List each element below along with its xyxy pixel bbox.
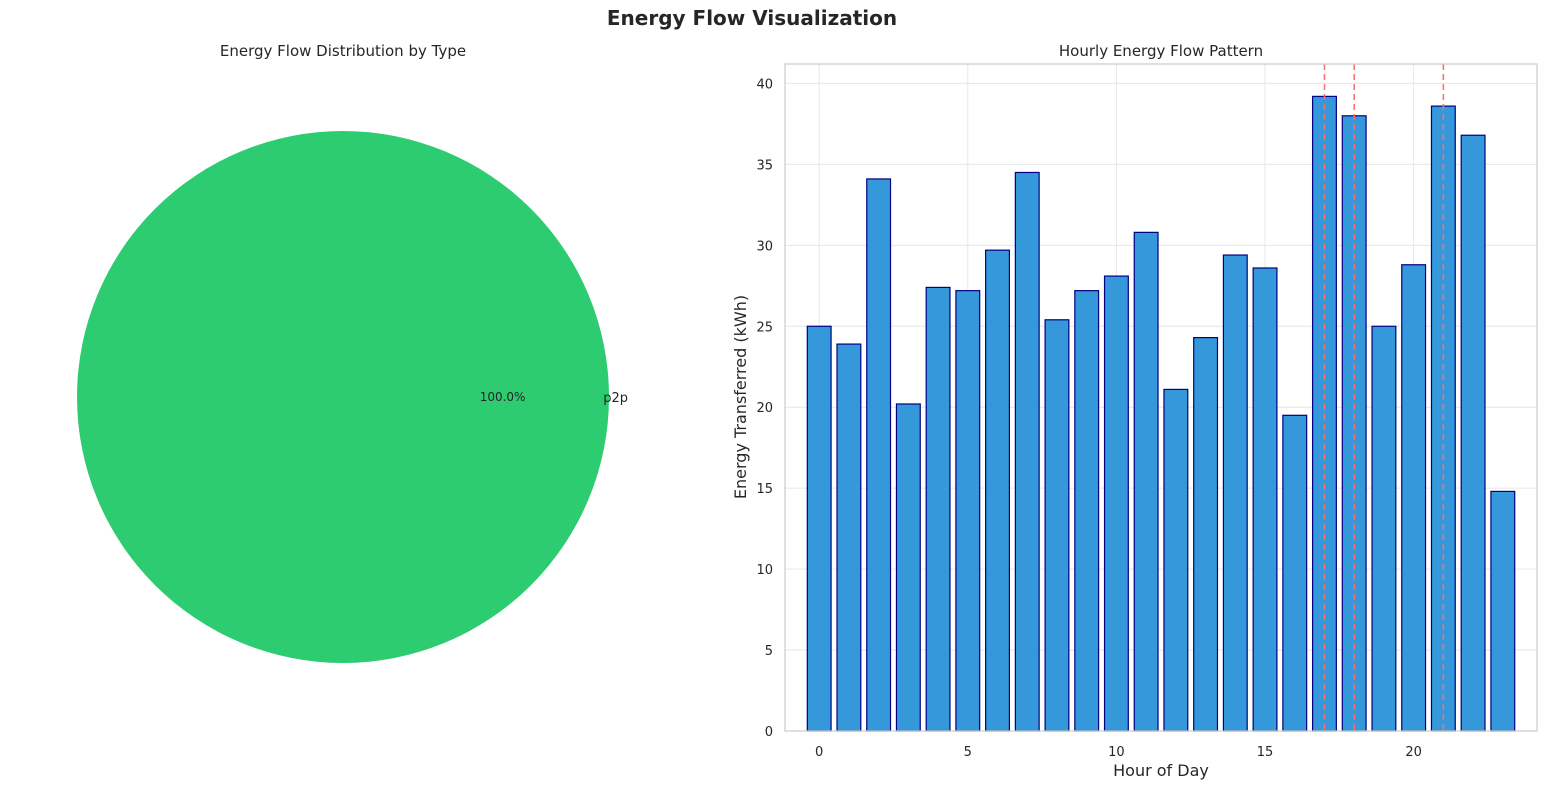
bar-hour-16 bbox=[1282, 414, 1308, 732]
bar-hour-15 bbox=[1252, 267, 1278, 732]
x-tick-label: 15 bbox=[1257, 745, 1274, 760]
pie-chart-title: Energy Flow Distribution by Type bbox=[220, 42, 466, 60]
bar-chart: Hourly Energy Flow Pattern 0 5 10 15 20 25 30 3… bbox=[731, 42, 1538, 780]
bar-hour-8 bbox=[1044, 319, 1070, 732]
bar-chart-peak-lines bbox=[1323, 64, 1445, 731]
x-tick-label: 10 bbox=[1108, 745, 1125, 760]
bar-hour-3 bbox=[895, 403, 921, 732]
bar-hour-1 bbox=[836, 343, 862, 732]
pie-slice-label: p2p bbox=[603, 391, 628, 406]
bar-hour-12 bbox=[1163, 388, 1189, 732]
y-tick-label: 35 bbox=[756, 158, 773, 173]
bar-hour-22 bbox=[1460, 134, 1486, 732]
x-axis-label: Hour of Day bbox=[1113, 761, 1209, 780]
bar-hour-7 bbox=[1014, 171, 1040, 732]
figure-title: Energy Flow Visualization bbox=[607, 6, 897, 30]
x-tick-label: 0 bbox=[815, 745, 823, 760]
bar-hour-2 bbox=[866, 178, 892, 732]
y-tick-label: 20 bbox=[756, 401, 773, 416]
bar-hour-14 bbox=[1222, 254, 1248, 732]
bar-hour-13 bbox=[1193, 336, 1219, 732]
y-tick-label: 15 bbox=[756, 482, 773, 497]
bar-hour-23 bbox=[1490, 490, 1516, 732]
bar-chart-title: Hourly Energy Flow Pattern bbox=[1059, 42, 1263, 60]
y-tick-label: 5 bbox=[765, 644, 773, 659]
bar-hour-19 bbox=[1371, 325, 1397, 732]
y-tick-label: 25 bbox=[756, 320, 773, 335]
pie-slice-percent: 100.0% bbox=[480, 390, 526, 404]
x-tick-label: 20 bbox=[1405, 745, 1422, 760]
bar-hour-11 bbox=[1133, 231, 1159, 732]
bar-hour-20 bbox=[1401, 264, 1427, 732]
bar-hour-9 bbox=[1074, 290, 1100, 732]
pie-chart: Energy Flow Distribution by Type p2p 100.… bbox=[77, 42, 628, 663]
y-tick-label: 0 bbox=[765, 725, 773, 740]
y-tick-label: 10 bbox=[756, 563, 773, 578]
bar-hour-10 bbox=[1103, 275, 1129, 732]
y-tick-label: 40 bbox=[756, 77, 773, 92]
x-tick-label: 5 bbox=[964, 745, 972, 760]
bar-chart-ticks: 0 5 10 15 20 25 30 35 40 0 5 10 15 20 bbox=[756, 77, 1421, 760]
bar-hour-4 bbox=[925, 286, 951, 732]
bar-chart-bars bbox=[806, 95, 1516, 732]
bar-chart-plot-frame bbox=[784, 63, 1538, 732]
bar-hour-6 bbox=[985, 249, 1011, 732]
bar-hour-0 bbox=[806, 325, 832, 732]
bar-hour-5 bbox=[955, 290, 981, 732]
pie-slice-p2p bbox=[77, 131, 609, 663]
y-axis-label: Energy Transferred (kWh) bbox=[731, 295, 750, 499]
y-tick-label: 30 bbox=[756, 239, 773, 254]
